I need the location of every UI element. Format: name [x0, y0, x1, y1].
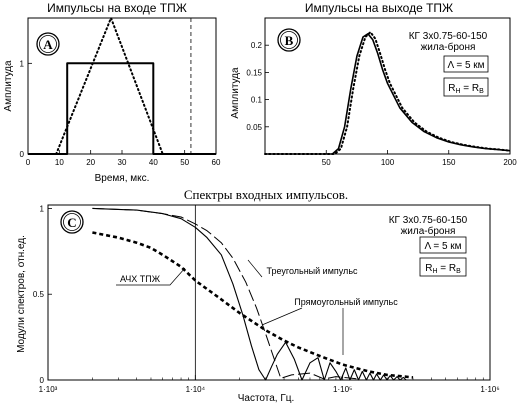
- panel-a-ytick-label: 0: [20, 150, 25, 159]
- panel-b-title: Импульсы на выходе ТПЖ: [305, 1, 453, 15]
- panel-c-badge-label: C: [67, 215, 76, 230]
- panel-a-badge-label: A: [43, 37, 53, 52]
- panel-c-label-triangle: Треугольный импульс: [266, 266, 358, 276]
- panel-a-xtick-label: 10: [55, 158, 64, 167]
- panel-b-series-solid: [265, 32, 511, 155]
- panel-c-xtick-label: 1·10⁵: [333, 385, 352, 394]
- panel-a-xtick-label: 30: [118, 158, 127, 167]
- panel-b-series-dotted: [264, 31, 511, 155]
- panel-a-plot: 0 10 20 30 40 50 60 0 1: [20, 17, 221, 167]
- panel-c-impedance-box: [419, 257, 467, 277]
- panel-c-badge: C: [60, 210, 84, 234]
- panel-b-ytick-label: 0.2: [251, 41, 263, 50]
- panel-a-xtick-label: 50: [180, 158, 189, 167]
- panel-c-xtick-label: 1·10⁶: [480, 385, 499, 394]
- panel-b-length-box: [443, 55, 489, 73]
- panel-a-series-rectangular: [28, 62, 216, 155]
- panel-c-leaders: [116, 259, 344, 355]
- panel-b-ytick-label: 0.15: [246, 68, 262, 77]
- panel-c-xtick-label: 1·10³: [39, 385, 58, 394]
- panel-b-plot: 50 100 150 200 0.05 0.1 0.15 0.2: [246, 31, 517, 167]
- panel-c-annotation-cable: КГ 3x0.75-60-150: [389, 215, 468, 226]
- panel-c-ytick-label: 1: [40, 204, 45, 213]
- panel-b-xtick-label: 50: [322, 158, 331, 167]
- panel-c-ytick-label: 0: [40, 376, 45, 385]
- panel-c-xlabel: Частота, Гц.: [238, 393, 295, 404]
- panel-a-xlabel: Время, мкс.: [95, 173, 150, 184]
- panel-b-ytick-label: 0.1: [251, 96, 263, 105]
- panel-b-impedance-box: [443, 77, 489, 97]
- panel-b-badge-label: B: [285, 33, 294, 48]
- panel-c-ytick-label: 0.5: [33, 290, 45, 299]
- panel-c-impedance-label: RН = RВ: [425, 263, 461, 275]
- panel-a-xtick-label: 0: [26, 158, 31, 167]
- panel-b-ytick-label: 0.05: [246, 123, 262, 132]
- panel-a-xtick-label: 20: [86, 158, 95, 167]
- panel-c-label-rectangle: Прямоугольный импульс: [294, 297, 398, 307]
- panel-b-length-label: Λ = 5 км: [447, 60, 484, 71]
- panel-b-xtick-label: 100: [381, 158, 395, 167]
- panel-b-ylabel: Амплитуда: [230, 67, 241, 119]
- panel-b-badge: B: [277, 28, 301, 52]
- panel-c-xtick-label: 1·10⁴: [186, 385, 206, 394]
- panel-b-annotation-conductor: жила-броня: [421, 41, 476, 53]
- panel-a-badge: A: [36, 32, 60, 56]
- panel-a-ylabel: Амплитуда: [3, 60, 14, 112]
- panel-c-length-label: Λ = 5 км: [424, 241, 461, 252]
- panel-c-label-response: АЧХ ТПЖ: [120, 274, 161, 284]
- panel-a-xtick-label: 60: [212, 158, 221, 167]
- panel-c-plot: 1·10³ 1·10⁴ 1·10⁵ 1·10⁶ 0 0.5 1: [33, 204, 500, 394]
- panel-c-title: Спектры входных импульсов.: [184, 187, 348, 202]
- panel-c-series-rectangular: [92, 207, 407, 381]
- panel-a-xtick-label: 40: [149, 158, 158, 167]
- panel-c-ylabel: Модули спектров, отн.ед.: [16, 235, 27, 353]
- panel-c-annotation-conductor: жила-броня: [401, 225, 456, 237]
- panel-c-series-response: [92, 231, 414, 379]
- panel-a-ytick-label: 1: [20, 59, 25, 68]
- panel-c-length-box: [419, 236, 467, 254]
- panel-b-impedance-label: RН = RВ: [448, 83, 484, 95]
- panel-b-xtick-label: 150: [442, 158, 456, 167]
- panel-c-series-triangular: [92, 207, 360, 380]
- panel-c-plot-frame: [47, 204, 491, 381]
- panel-b-xtick-label: 200: [503, 158, 517, 167]
- panel-b-annotation-cable: КГ 3x0.75-60-150: [409, 31, 488, 42]
- panel-a-title: Импульсы на входе ТПЖ: [47, 1, 187, 15]
- panel-a-series-triangular: [55, 17, 164, 155]
